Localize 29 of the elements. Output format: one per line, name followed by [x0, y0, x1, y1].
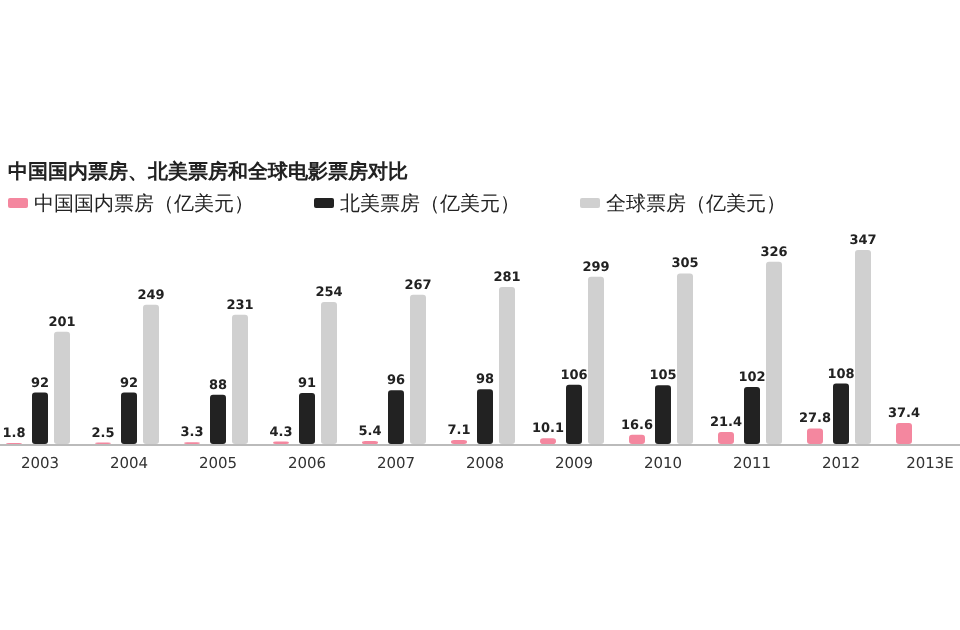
bar — [32, 392, 48, 444]
legend-label: 北美票房（亿美元） — [340, 192, 520, 216]
legend-label: 全球票房（亿美元） — [606, 192, 786, 216]
bar — [655, 385, 671, 444]
bar — [744, 386, 760, 444]
bar — [388, 390, 404, 444]
bar — [766, 261, 782, 444]
bar — [677, 273, 693, 444]
bar — [499, 286, 515, 444]
bar — [321, 301, 337, 444]
bar — [855, 250, 871, 444]
bar — [718, 432, 734, 444]
bar — [896, 423, 912, 444]
legend-label: 中国国内票房（亿美元） — [34, 192, 254, 216]
bar — [477, 389, 493, 444]
bar — [54, 331, 70, 444]
bar — [299, 393, 315, 444]
bar — [566, 384, 582, 444]
bar — [143, 304, 159, 444]
bar — [629, 434, 645, 444]
chart-title: 中国国内票房、北美票房和全球电影票房对比 — [8, 160, 408, 184]
bar — [121, 392, 137, 444]
bar — [232, 314, 248, 444]
bar — [588, 276, 604, 444]
bar — [540, 438, 556, 444]
bar — [210, 394, 226, 444]
bar — [807, 428, 823, 444]
bar — [410, 294, 426, 444]
bar — [833, 383, 849, 444]
